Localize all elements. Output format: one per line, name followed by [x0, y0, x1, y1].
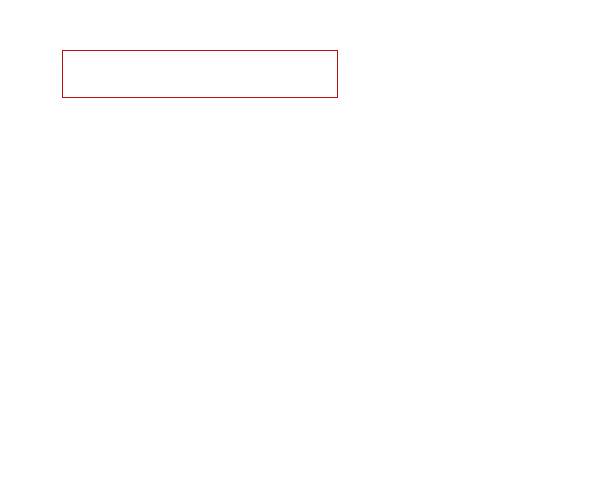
property-annotation-box	[62, 50, 338, 98]
